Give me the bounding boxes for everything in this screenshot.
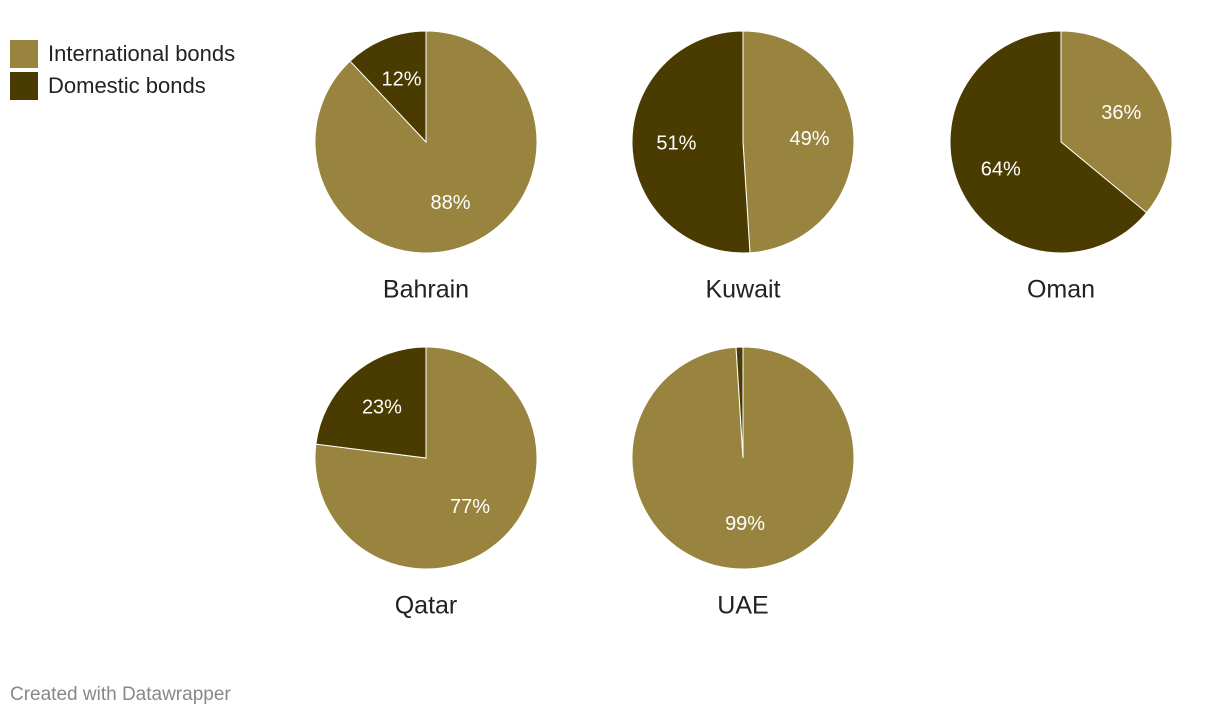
value-label: 51% <box>656 132 696 154</box>
pie-slice <box>735 346 744 459</box>
pie-slice <box>315 346 427 459</box>
category-label: Oman <box>1027 276 1095 304</box>
pie-slice <box>1060 30 1173 214</box>
credit: Created with Datawrapper <box>10 684 231 705</box>
legend-label: International bonds <box>48 41 235 66</box>
value-label: 49% <box>790 128 830 150</box>
value-label: 88% <box>431 192 471 214</box>
category-label: Bahrain <box>383 276 469 304</box>
legend-swatch <box>10 40 38 68</box>
value-label: 64% <box>981 159 1021 181</box>
pie-slice <box>631 30 751 254</box>
value-label: 23% <box>362 396 402 418</box>
value-label: 99% <box>725 513 765 535</box>
legend-label: Domestic bonds <box>48 73 206 98</box>
legend-swatch <box>10 72 38 100</box>
value-label: 12% <box>381 68 421 90</box>
value-label: 77% <box>450 496 490 518</box>
pie-slice <box>742 30 855 254</box>
pie-slice <box>349 30 427 144</box>
category-label: Kuwait <box>705 276 780 304</box>
pie-slice <box>949 30 1148 254</box>
value-label: 36% <box>1101 102 1141 124</box>
category-label: Qatar <box>395 592 458 620</box>
category-label: UAE <box>717 592 768 620</box>
